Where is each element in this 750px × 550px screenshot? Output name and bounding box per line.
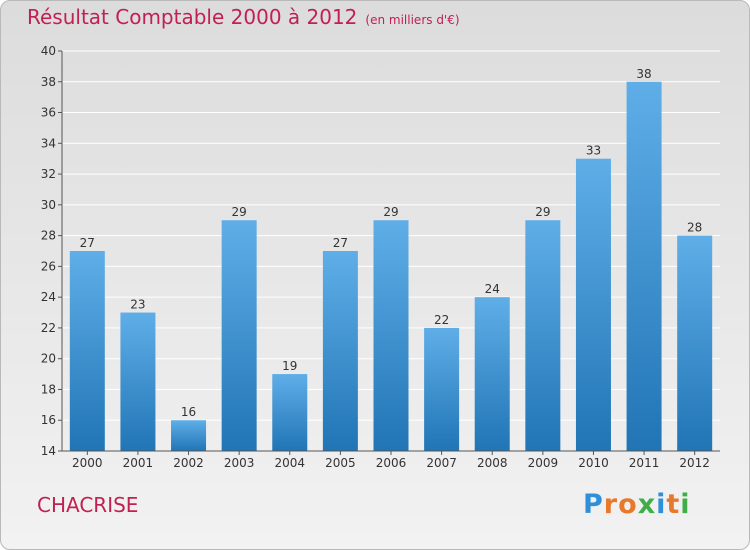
data-label-2012: 28 [687, 221, 702, 235]
bar-2003 [221, 220, 257, 451]
x-tick-label-2001: 2001 [123, 456, 154, 470]
x-tick-label-2003: 2003 [224, 456, 255, 470]
bar-2011 [626, 81, 662, 452]
y-tick-label: 28 [41, 229, 56, 243]
data-label-2001: 23 [130, 298, 145, 312]
logo-letter: P [583, 489, 604, 520]
logo-letter: t [666, 489, 681, 520]
y-tick-label: 20 [41, 352, 56, 366]
data-label-2008: 24 [485, 282, 500, 296]
x-tick-label-2006: 2006 [376, 456, 407, 470]
y-tick-label: 24 [41, 290, 56, 304]
x-tick-label-2000: 2000 [72, 456, 103, 470]
bar-2000 [69, 251, 105, 451]
data-label-2006: 29 [383, 205, 398, 219]
x-tick-label-2007: 2007 [426, 456, 457, 470]
logo-letter: x [637, 489, 657, 520]
bar-2005 [322, 251, 358, 451]
chart-title-subtitle: (en milliers d'€) [365, 13, 460, 27]
bar-2009 [525, 220, 561, 451]
y-tick-label: 38 [41, 75, 56, 89]
bar-2007 [424, 327, 460, 451]
bars [69, 81, 713, 452]
logo-letter: o [618, 489, 638, 520]
y-tick-label: 34 [41, 136, 56, 150]
logo-letter: i [680, 489, 691, 520]
data-label-2010: 33 [586, 144, 601, 158]
y-tick-label: 40 [41, 44, 56, 58]
x-tick-label-2002: 2002 [173, 456, 204, 470]
data-label-2003: 29 [232, 205, 247, 219]
data-label-2007: 22 [434, 313, 449, 327]
y-tick-label: 30 [41, 198, 56, 212]
x-tick-label-2011: 2011 [629, 456, 660, 470]
x-tick-label-2010: 2010 [578, 456, 609, 470]
x-tick-label-2012: 2012 [679, 456, 710, 470]
data-label-2005: 27 [333, 236, 348, 250]
y-tick-label: 22 [41, 321, 56, 335]
x-tick-label-2005: 2005 [325, 456, 356, 470]
chart-title: Résultat Comptable 2000 à 2012 (en millie… [27, 5, 460, 29]
bar-2006 [373, 220, 409, 451]
x-tick-label-2008: 2008 [477, 456, 508, 470]
bar-2002 [171, 420, 207, 451]
data-label-2009: 29 [535, 205, 550, 219]
bar-2001 [120, 312, 156, 451]
location-label: CHACRISE [37, 493, 139, 517]
x-tick-label-2004: 2004 [274, 456, 305, 470]
bar-2008 [474, 297, 510, 451]
logo-letter: r [603, 489, 619, 520]
data-label-2004: 19 [282, 359, 297, 373]
data-labels: 27 23 16 29 19 27 29 22 24 29 33 38 28 [80, 67, 703, 419]
y-tick-label: 16 [41, 413, 56, 427]
y-tick-label: 14 [41, 444, 56, 458]
axes: 14 16 18 20 22 24 26 28 30 32 34 36 38 40 2000 2001 2002… [41, 44, 720, 470]
data-label-2002: 16 [181, 405, 196, 419]
bar-2010 [575, 158, 611, 451]
y-tick-label: 18 [41, 382, 56, 396]
y-tick-label: 32 [41, 167, 56, 181]
y-tick-label: 26 [41, 259, 56, 273]
y-tick-label: 36 [41, 106, 56, 120]
proxiti-logo[interactable]: Proxiti [583, 489, 691, 520]
chart-title-main: Résultat Comptable 2000 à 2012 [27, 5, 358, 29]
x-tick-label-2009: 2009 [528, 456, 559, 470]
data-label-2011: 38 [636, 67, 651, 81]
bar-2004 [272, 374, 308, 451]
data-label-2000: 27 [80, 236, 95, 250]
bar-2012 [677, 235, 713, 451]
logo-letter: i [656, 489, 667, 520]
